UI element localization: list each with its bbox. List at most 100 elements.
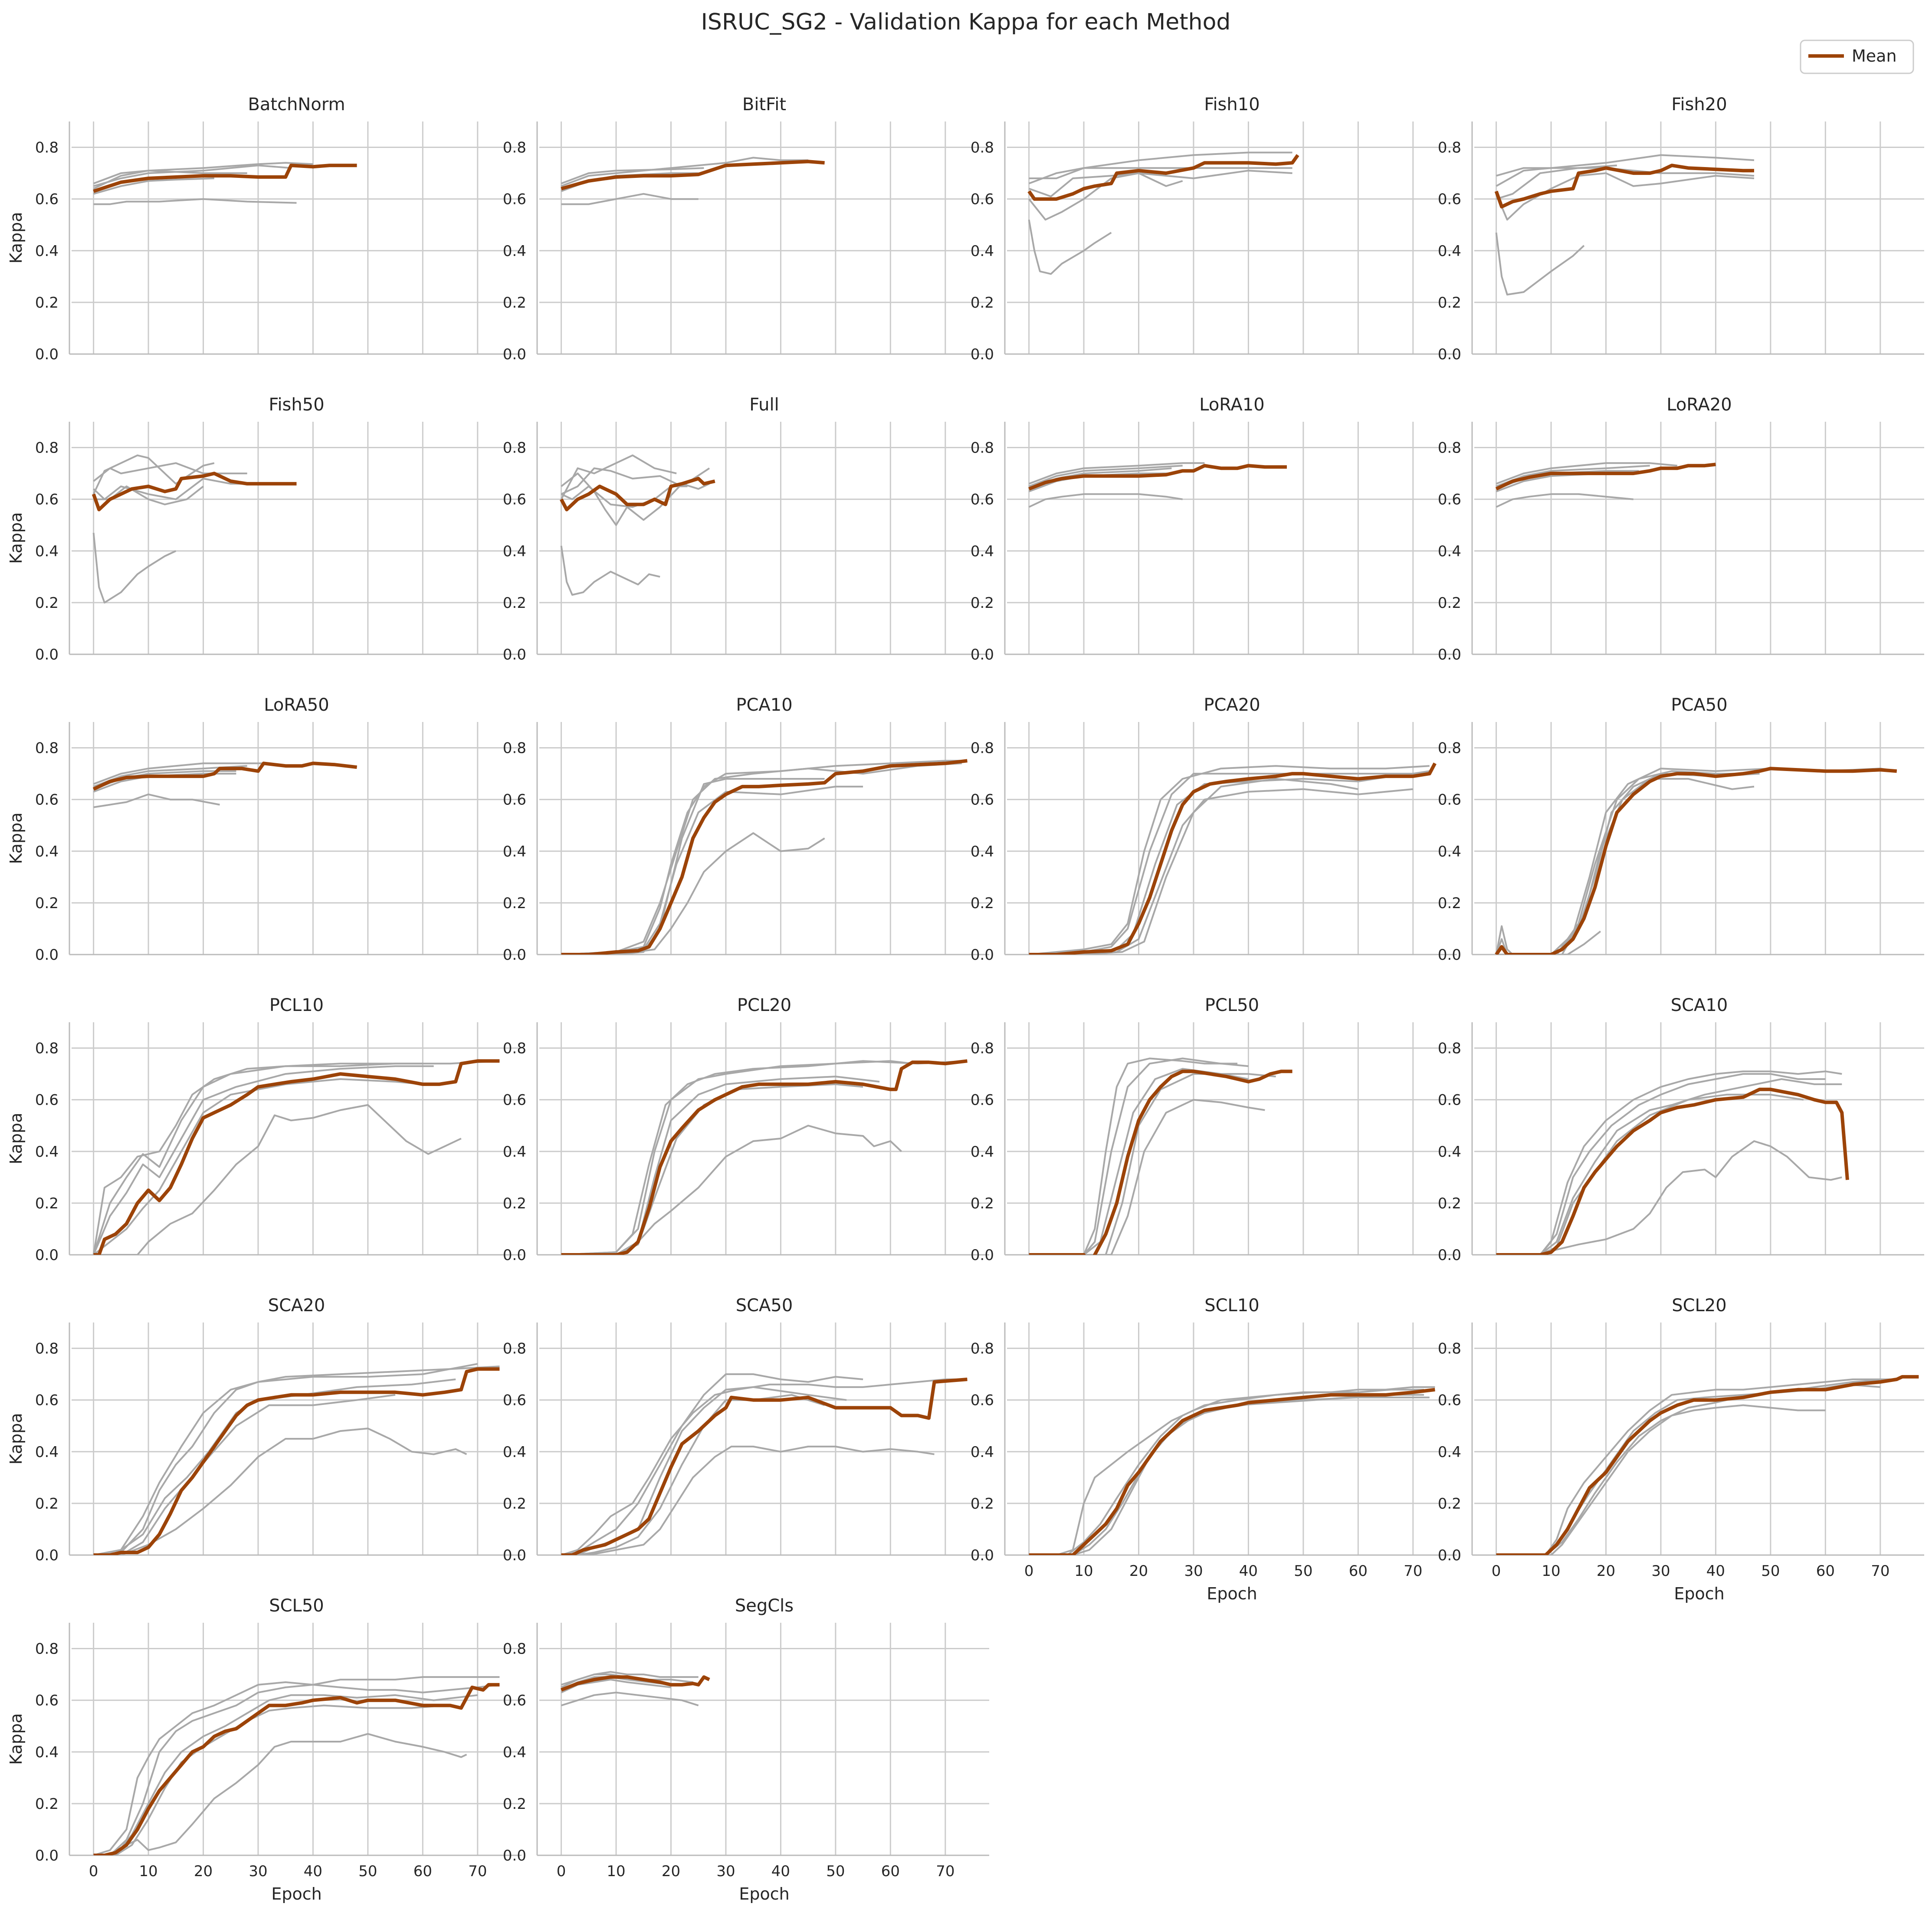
run-line [92,1063,423,1255]
y-tick-label: 0.0 [35,346,59,363]
x-tick-label: 60 [413,1863,432,1880]
series-group [93,1676,500,1855]
y-tick-label: 0.4 [971,543,994,560]
run-line [93,1365,500,1555]
y-tick-label: 0.0 [971,1547,994,1564]
run-line [561,1691,699,1706]
y-tick-label: 0.8 [35,1641,59,1658]
panel-scl50: SCL50 0.0 0.2 0.4 0.6 0.8 0 10 20 30 40 50 60 70 Epoch… [7,1596,522,1903]
run-line [561,1125,902,1255]
panel-title-sca20: SCA20 [268,1296,325,1316]
y-axis-label: Kappa [7,812,26,864]
run-line [93,1704,445,1855]
panel-title-pca10: PCA10 [736,695,792,715]
series-group [92,1059,500,1255]
panel-title-lora20: LoRA20 [1666,395,1732,415]
y-tick-label: 0.8 [503,1040,526,1057]
y-tick-label: 0.2 [1438,1195,1461,1212]
y-tick-label: 0.4 [503,1744,526,1761]
panel-title-scl10: SCL10 [1204,1296,1260,1316]
x-tick-label: 0 [89,1863,98,1880]
x-tick-label: 50 [1294,1562,1312,1580]
x-tick-label: 30 [249,1863,267,1880]
run-line [93,1427,467,1555]
x-tick-label: 70 [936,1863,955,1880]
y-tick-label: 0.8 [503,1340,526,1358]
mean-line [561,1378,968,1555]
run-line [1029,770,1430,955]
mean-line [1029,762,1437,955]
run-line [1495,172,1755,221]
panel-title-fish10: Fish10 [1204,95,1260,115]
run-line [561,157,808,187]
series-group [560,454,715,596]
y-tick-label: 0.8 [503,1641,526,1658]
run-line [1029,1396,1430,1555]
x-tick-label: 70 [468,1863,487,1880]
y-tick-label: 0.0 [35,1247,59,1264]
run-line [1029,151,1292,179]
run-line [93,1363,478,1555]
series-group [92,761,358,808]
x-tick-label: 10 [1074,1562,1093,1580]
run-line [560,454,677,500]
run-line [1028,493,1183,508]
panel-title-lora10: LoRA10 [1199,395,1265,415]
panel-pcl50: PCL50 0.0 0.2 0.4 0.6 0.8 [971,995,1457,1264]
y-tick-label: 0.6 [1438,1392,1461,1409]
y-tick-label: 0.8 [503,740,526,757]
y-tick-label: 0.2 [503,294,526,312]
mean-line [1027,154,1299,201]
y-tick-label: 0.4 [35,1143,59,1161]
panel-batchnorm: BatchNorm 0.0 0.2 0.4 0.6 0.8 Kappa [7,95,522,363]
y-tick-label: 0.8 [35,139,59,157]
series-group [1495,462,1716,508]
y-tick-label: 0.8 [971,740,994,757]
panel-bitfit: BitFit 0.0 0.2 0.4 0.6 0.8 [503,95,989,363]
panel-title-segcls: SegCls [735,1596,794,1616]
series-group [1494,154,1755,295]
y-tick-label: 0.4 [1438,1143,1461,1161]
mean-line [92,472,297,512]
y-tick-label: 0.4 [1438,543,1461,560]
run-line [1496,1140,1842,1255]
mean-line [93,164,357,193]
y-tick-label: 0.2 [35,895,59,912]
y-tick-label: 0.2 [503,1795,526,1813]
panel-lora10: LoRA10 0.0 0.2 0.4 0.6 0.8 [971,395,1457,663]
y-tick-label: 0.8 [503,440,526,457]
y-tick-label: 0.4 [1438,243,1461,260]
panel-title-scl50: SCL50 [269,1596,324,1616]
y-tick-label: 0.6 [971,1392,994,1409]
run-line [560,545,660,596]
y-tick-label: 0.0 [1438,946,1461,964]
y-axis-label: Kappa [7,1413,26,1464]
x-tick-label: 60 [1816,1562,1835,1580]
y-tick-label: 0.0 [1438,646,1461,663]
mean-line [92,761,358,791]
y-tick-label: 0.4 [971,843,994,860]
y-tick-label: 0.2 [1438,294,1461,312]
x-tick-label: 70 [1871,1562,1889,1580]
mean-line [560,477,715,512]
x-tick-label: 20 [662,1863,680,1880]
y-tick-label: 0.2 [1438,1495,1461,1513]
run-line [1496,1378,1897,1555]
y-tick-label: 0.8 [35,1340,59,1358]
y-tick-label: 0.6 [971,1092,994,1109]
y-tick-label: 0.4 [971,243,994,260]
y-axis-label: Kappa [7,1713,26,1765]
series-group [92,454,297,604]
panel-title-scl20: SCL20 [1672,1296,1727,1316]
y-tick-label: 0.2 [35,294,59,312]
y-tick-label: 0.4 [503,843,526,860]
x-tick-label: 30 [1184,1562,1203,1580]
y-tick-label: 0.6 [971,191,994,208]
mean-line [561,759,968,955]
panel-scl10: SCL10 0.0 0.2 0.4 0.6 0.8 0 10 20 30 40 50 60 70 Epoch [971,1296,1457,1603]
y-tick-label: 0.2 [971,1195,994,1212]
run-line [1496,1073,1826,1255]
y-tick-label: 0.8 [971,1340,994,1358]
run-line [93,198,297,205]
y-tick-label: 0.8 [1438,139,1461,157]
